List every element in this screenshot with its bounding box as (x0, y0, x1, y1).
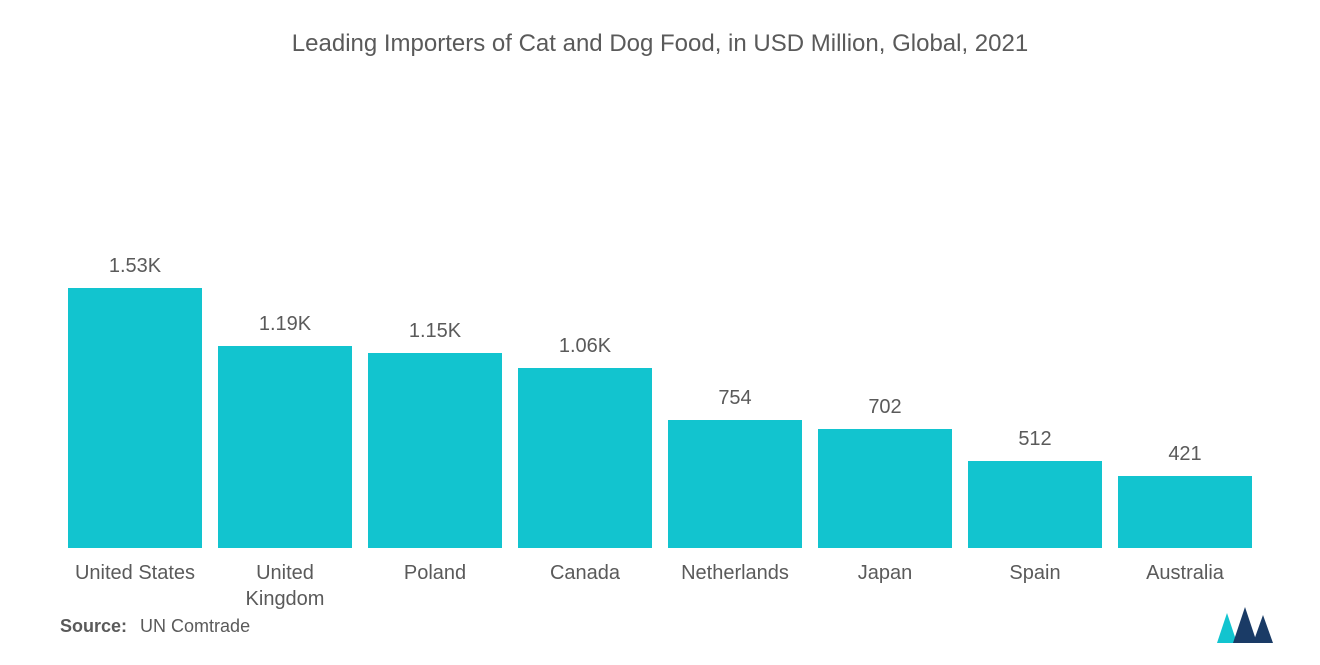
bar (818, 429, 952, 548)
bar-value-label: 702 (868, 396, 901, 419)
bar-value-label: 754 (718, 387, 751, 410)
bar (368, 353, 502, 548)
bar (218, 346, 352, 548)
bar-group: 421 (1118, 118, 1252, 548)
bar-group: 1.53K (68, 118, 202, 548)
logo-shape-2 (1233, 607, 1257, 643)
x-axis-label: Spain (968, 560, 1102, 612)
bar-value-label: 1.19K (259, 313, 311, 336)
bar-group: 1.06K (518, 118, 652, 548)
bar-group: 1.15K (368, 118, 502, 548)
bar-group: 702 (818, 118, 952, 548)
plot-area: 1.53K 1.19K 1.15K 1.06K 754 702 512 421 (50, 118, 1270, 548)
logo-shape-3 (1253, 615, 1273, 643)
chart-container: Leading Importers of Cat and Dog Food, i… (0, 0, 1320, 665)
x-axis-label: Netherlands (668, 560, 802, 612)
bar-value-label: 1.15K (409, 320, 461, 343)
bar-value-label: 512 (1018, 428, 1051, 451)
bar-value-label: 421 (1168, 443, 1201, 466)
bar-group: 512 (968, 118, 1102, 548)
x-axis-labels: United States United Kingdom Poland Canada N… (50, 560, 1270, 612)
brand-logo (1215, 605, 1275, 645)
chart-title: Leading Importers of Cat and Dog Food, i… (50, 30, 1270, 58)
bar-value-label: 1.06K (559, 335, 611, 358)
bar-group: 754 (668, 118, 802, 548)
bar-group: 1.19K (218, 118, 352, 548)
bar (968, 461, 1102, 548)
bar (68, 288, 202, 548)
x-axis-label: Canada (518, 560, 652, 612)
bar (518, 368, 652, 548)
x-axis-label: Poland (368, 560, 502, 612)
x-axis-label: United Kingdom (218, 560, 352, 612)
source-line: Source: UN Comtrade (60, 616, 250, 637)
source-label: Source: (60, 616, 127, 636)
bar (668, 420, 802, 548)
x-axis-label: Japan (818, 560, 952, 612)
logo-shape-1 (1217, 613, 1237, 643)
bar (1118, 476, 1252, 548)
bar-value-label: 1.53K (109, 255, 161, 278)
source-text: UN Comtrade (140, 616, 250, 636)
x-axis-label: United States (68, 560, 202, 612)
